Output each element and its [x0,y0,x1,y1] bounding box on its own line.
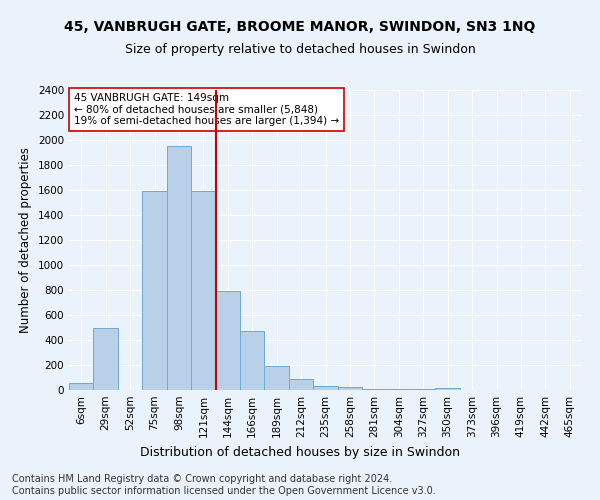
Text: Size of property relative to detached houses in Swindon: Size of property relative to detached ho… [125,42,475,56]
Bar [289,379,313,390]
Text: Distribution of detached houses by size in Swindon: Distribution of detached houses by size … [140,446,460,459]
Bar [191,191,215,390]
Bar [142,191,167,390]
Bar [69,382,94,390]
Y-axis label: Number of detached properties: Number of detached properties [19,147,32,333]
Bar [265,366,289,390]
Text: 45 VANBRUGH GATE: 149sqm
← 80% of detached houses are smaller (5,848)
19% of sem: 45 VANBRUGH GATE: 149sqm ← 80% of detach… [74,93,339,126]
Bar [215,291,240,390]
Bar [240,331,265,390]
Text: 45, VANBRUGH GATE, BROOME MANOR, SWINDON, SN3 1NQ: 45, VANBRUGH GATE, BROOME MANOR, SWINDON… [64,20,536,34]
Bar [436,388,460,390]
Bar [94,328,118,390]
Bar [313,386,338,390]
Bar [338,387,362,390]
Text: Contains public sector information licensed under the Open Government Licence v3: Contains public sector information licen… [12,486,436,496]
Bar [167,146,191,390]
Text: Contains HM Land Registry data © Crown copyright and database right 2024.: Contains HM Land Registry data © Crown c… [12,474,392,484]
